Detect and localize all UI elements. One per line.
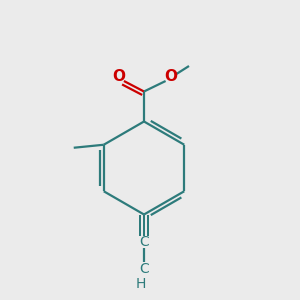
- Text: O: O: [112, 69, 125, 84]
- Text: H: H: [136, 278, 146, 292]
- Text: C: C: [139, 235, 149, 249]
- Text: O: O: [164, 69, 178, 84]
- Text: C: C: [139, 262, 149, 276]
